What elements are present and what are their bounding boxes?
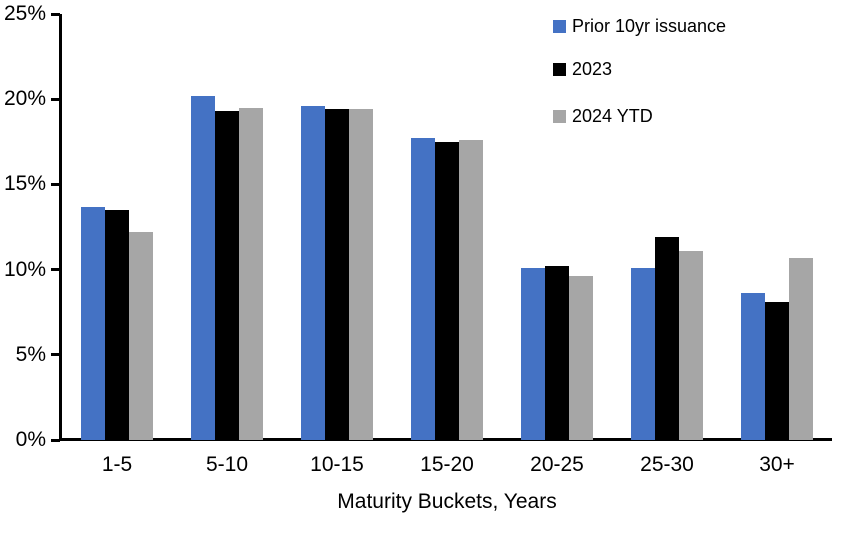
- legend-label: Prior 10yr issuance: [572, 16, 727, 36]
- bar-2023-15-20: [435, 141, 459, 440]
- y-axis-tick-label: 15%: [3, 172, 46, 196]
- y-axis-line: [59, 14, 62, 441]
- bar-prior-10yr-issuance-20-25: [521, 267, 545, 440]
- y-axis-tick: [51, 12, 60, 16]
- bar-2024-ytd-15-20: [459, 140, 483, 440]
- bar-2024-ytd-10-15: [349, 109, 373, 440]
- legend-label: 2023: [572, 59, 613, 79]
- y-axis-tick: [51, 353, 60, 357]
- y-axis-tick: [51, 182, 60, 186]
- x-axis-tick-label: 20-25: [530, 453, 584, 476]
- bar-2024-ytd-20-25: [569, 276, 593, 440]
- legend-swatch-icon: [553, 19, 566, 33]
- bar-prior-10yr-issuance-30+: [741, 293, 765, 440]
- y-axis-tick-label: 25%: [3, 2, 46, 25]
- legend-label: 2024 YTD: [572, 106, 653, 126]
- y-axis-tick: [51, 438, 60, 442]
- x-axis-title: Maturity Buckets, Years: [337, 490, 557, 513]
- bar-prior-10yr-issuance-15-20: [411, 138, 435, 440]
- x-axis-tick-label: 1-5: [101, 453, 133, 476]
- x-axis-tick-label: 30+: [759, 453, 795, 476]
- bar-2023-30+: [765, 301, 789, 440]
- bar-prior-10yr-issuance-1-5: [81, 206, 105, 440]
- y-axis-tick: [51, 268, 60, 272]
- legend-swatch-icon: [553, 109, 566, 123]
- bar-2024-ytd-1-5: [129, 232, 153, 440]
- y-axis-tick-label: 0%: [15, 428, 46, 451]
- legend-item-2024-ytd: 2024 YTD: [553, 103, 653, 129]
- legend-item-prior-10yr-issuance: Prior 10yr issuance: [553, 13, 726, 39]
- x-axis-tick-label: 5-10: [205, 453, 249, 476]
- bar-prior-10yr-issuance-10-15: [301, 106, 325, 440]
- bar-2023-5-10: [215, 111, 239, 440]
- legend-item-2023: 2023: [553, 56, 612, 82]
- bar-2023-25-30: [655, 237, 679, 440]
- x-axis-tick-label: 10-15: [310, 453, 364, 476]
- x-axis-tick-label: 25-30: [640, 453, 694, 476]
- legend-swatch-icon: [553, 62, 566, 76]
- bar-2024-ytd-5-10: [239, 107, 263, 440]
- y-axis-tick: [51, 97, 60, 101]
- x-axis-tick-label: 15-20: [420, 453, 474, 476]
- y-axis-tick-label: 10%: [3, 257, 46, 281]
- bar-2024-ytd-30+: [789, 257, 813, 440]
- bar-2023-10-15: [325, 109, 349, 440]
- bar-prior-10yr-issuance-25-30: [631, 267, 655, 440]
- bar-2024-ytd-25-30: [679, 250, 703, 440]
- y-axis-tick-label: 20%: [3, 87, 46, 111]
- bar-prior-10yr-issuance-5-10: [191, 95, 215, 440]
- bar-2023-1-5: [105, 209, 129, 440]
- bar-2023-20-25: [545, 266, 569, 440]
- y-axis-tick-label: 5%: [15, 342, 46, 366]
